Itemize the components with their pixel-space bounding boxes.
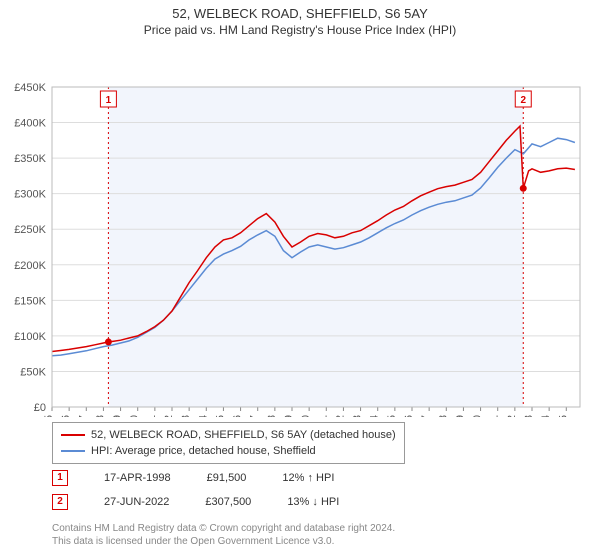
svg-text:2004: 2004	[197, 415, 209, 417]
svg-text:1: 1	[106, 95, 112, 106]
svg-text:2023: 2023	[523, 415, 535, 417]
svg-text:£300K: £300K	[14, 189, 46, 201]
sale-diff-2: 13% ↓ HPI	[287, 496, 339, 508]
svg-text:£150K: £150K	[14, 295, 46, 307]
svg-text:£50K: £50K	[20, 366, 46, 378]
footer-line-2: This data is licensed under the Open Gov…	[52, 535, 395, 548]
legend-label-price: 52, WELBECK ROAD, SHEFFIELD, S6 5AY (det…	[91, 429, 396, 441]
sale-row-2: 2 27-JUN-2022 £307,500 13% ↓ HPI	[52, 494, 339, 510]
svg-text:2005: 2005	[214, 415, 226, 417]
svg-text:2002: 2002	[163, 415, 175, 417]
legend-swatch-hpi	[61, 450, 85, 452]
svg-text:2013: 2013	[352, 415, 364, 417]
legend-label-hpi: HPI: Average price, detached house, Shef…	[91, 445, 316, 457]
sale-date-2: 27-JUN-2022	[104, 496, 169, 508]
svg-text:2017: 2017	[420, 415, 432, 417]
footer: Contains HM Land Registry data © Crown c…	[52, 522, 395, 548]
svg-text:£200K: £200K	[14, 260, 46, 272]
svg-text:2007: 2007	[249, 415, 261, 417]
svg-text:2016: 2016	[403, 415, 415, 417]
svg-text:1995: 1995	[43, 415, 55, 417]
sale-diff-1: 12% ↑ HPI	[282, 472, 334, 484]
sale-price-1: £91,500	[207, 472, 247, 484]
svg-text:2014: 2014	[369, 415, 381, 417]
legend: 52, WELBECK ROAD, SHEFFIELD, S6 5AY (det…	[52, 422, 405, 464]
sale-marker-2: 2	[52, 494, 68, 510]
svg-text:2006: 2006	[232, 415, 244, 417]
footer-line-1: Contains HM Land Registry data © Crown c…	[52, 522, 395, 535]
svg-text:2020: 2020	[472, 415, 484, 417]
svg-text:1998: 1998	[94, 415, 106, 417]
page-subtitle: Price paid vs. HM Land Registry's House …	[0, 23, 600, 37]
svg-text:2019: 2019	[454, 415, 466, 417]
svg-text:2001: 2001	[146, 415, 158, 417]
svg-text:£100K: £100K	[14, 331, 46, 343]
svg-text:1996: 1996	[60, 415, 72, 417]
svg-text:2024: 2024	[540, 415, 552, 417]
svg-text:1997: 1997	[77, 415, 89, 417]
svg-text:2018: 2018	[437, 415, 449, 417]
svg-text:2011: 2011	[317, 415, 329, 417]
sale-marker-1: 1	[52, 470, 68, 486]
legend-swatch-price	[61, 434, 85, 436]
svg-text:£450K: £450K	[14, 82, 46, 94]
svg-text:£400K: £400K	[14, 118, 46, 130]
svg-text:£350K: £350K	[14, 153, 46, 165]
svg-text:2: 2	[520, 95, 526, 106]
svg-text:2003: 2003	[180, 415, 192, 417]
svg-text:2012: 2012	[334, 415, 346, 417]
svg-text:2000: 2000	[129, 415, 141, 417]
sale-date-1: 17-APR-1998	[104, 472, 171, 484]
svg-text:2022: 2022	[506, 415, 518, 417]
sale-price-2: £307,500	[205, 496, 251, 508]
svg-text:2021: 2021	[489, 415, 501, 417]
price-chart: £0 £50K £100K £150K £200K £250K £300K £350K £400…	[0, 37, 600, 417]
svg-text:2009: 2009	[283, 415, 295, 417]
svg-text:£0: £0	[34, 402, 46, 414]
svg-text:2010: 2010	[300, 415, 312, 417]
svg-text:1999: 1999	[112, 415, 124, 417]
svg-text:2015: 2015	[386, 415, 398, 417]
sale-row-1: 1 17-APR-1998 £91,500 12% ↑ HPI	[52, 470, 334, 486]
svg-text:2025: 2025	[557, 415, 569, 417]
svg-text:£250K: £250K	[14, 224, 46, 236]
page-title: 52, WELBECK ROAD, SHEFFIELD, S6 5AY	[0, 6, 600, 21]
svg-text:2008: 2008	[266, 415, 278, 417]
